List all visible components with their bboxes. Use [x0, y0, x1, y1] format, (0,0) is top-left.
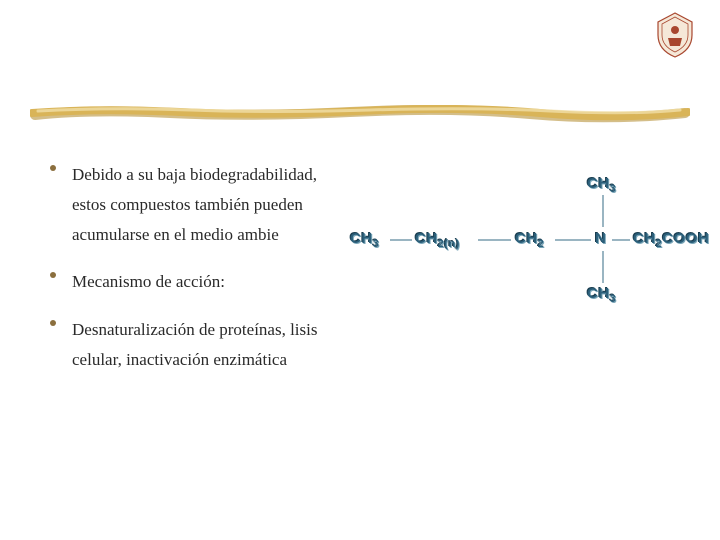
- bond-vertical: [602, 195, 604, 227]
- bullet-list: Debido a su baja biodegradabilidad, esto…: [50, 160, 330, 393]
- bullet-icon: [50, 165, 56, 171]
- chem-group-top: CH3: [587, 175, 616, 195]
- chem-group-center: N: [595, 230, 606, 247]
- bond-horizontal: [390, 239, 412, 241]
- list-item: Mecanismo de acción:: [50, 267, 330, 297]
- institution-logo: [650, 10, 700, 60]
- bullet-text: Mecanismo de acción:: [72, 267, 330, 297]
- chem-group-right: CH2COOH: [633, 230, 709, 250]
- bond-horizontal: [555, 239, 591, 241]
- bullet-text: Debido a su baja biodegradabilidad, esto…: [72, 160, 330, 249]
- chem-group-left3: CH2: [515, 230, 544, 250]
- chem-group-left1: CH3: [350, 230, 379, 250]
- chem-group-bottom: CH3: [587, 285, 616, 305]
- bond-vertical: [602, 251, 604, 283]
- brush-divider: [30, 105, 690, 123]
- bullet-text: Desnaturalización de proteínas, lisis ce…: [72, 315, 330, 375]
- chemical-structure: CH3CH3CH2(n)CH2NCH2COOHCH3: [350, 175, 700, 305]
- bond-horizontal: [478, 239, 511, 241]
- chem-group-left2: CH2(n): [415, 230, 460, 250]
- bullet-icon: [50, 272, 56, 278]
- list-item: Desnaturalización de proteínas, lisis ce…: [50, 315, 330, 375]
- list-item: Debido a su baja biodegradabilidad, esto…: [50, 160, 330, 249]
- bond-horizontal: [612, 239, 630, 241]
- bullet-icon: [50, 320, 56, 326]
